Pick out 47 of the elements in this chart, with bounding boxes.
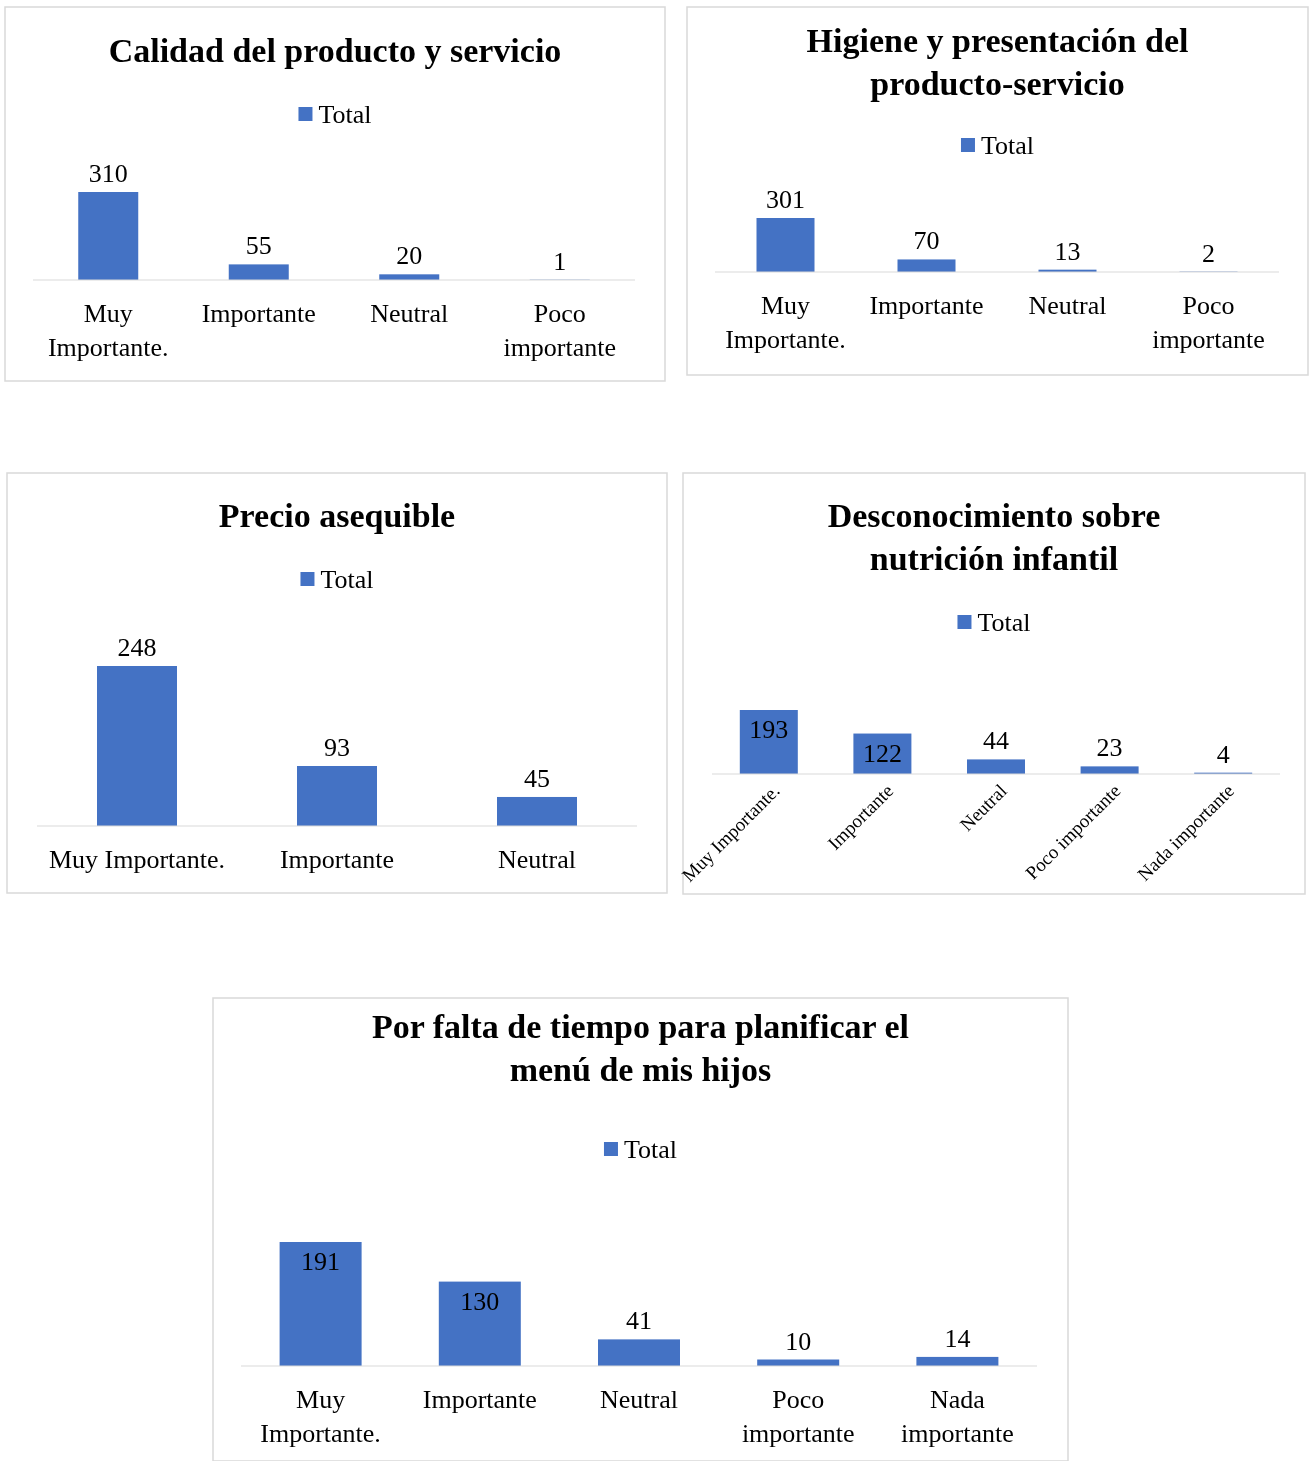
data-label: 13 <box>1054 236 1081 266</box>
x-tick-label: Importante <box>869 291 984 320</box>
chart-title: Higiene y presentación del producto-servicio <box>806 22 1189 102</box>
data-label: 45 <box>524 763 550 793</box>
data-label: 20 <box>396 241 423 271</box>
x-tick-label: Poco importante <box>503 299 617 362</box>
x-tick-label: Importante <box>422 1385 537 1414</box>
data-label: 130 <box>460 1286 500 1316</box>
data-label: 41 <box>626 1306 652 1336</box>
x-tick-label: Muy Importante. <box>48 845 226 874</box>
legend-label: Total <box>980 131 1035 160</box>
legend-label: Total <box>977 608 1031 637</box>
chart-title: Desconocimiento sobre nutrición infantil <box>827 497 1161 577</box>
x-tick-label: Neutral <box>1028 291 1107 320</box>
data-label: 70 <box>913 226 940 256</box>
data-label: 55 <box>245 231 272 261</box>
x-tick-label: Neutral <box>498 845 576 874</box>
data-label: 310 <box>88 159 128 188</box>
x-tick-label: Muy Importante. <box>47 299 169 362</box>
data-label: 14 <box>944 1323 971 1353</box>
chart-title: Por falta de tiempo para planificar el menú de mis hijos <box>371 1008 910 1088</box>
data-label: 1 <box>553 246 567 276</box>
data-label: 193 <box>749 715 789 744</box>
x-tick-label: Neutral <box>600 1385 678 1414</box>
data-label: 248 <box>117 633 157 662</box>
data-label: 122 <box>862 738 902 768</box>
x-tick-label: Muy Importante. <box>260 1385 381 1448</box>
data-label: 4 <box>1216 739 1230 769</box>
x-tick-label: Importante <box>201 299 316 328</box>
legend-label: Total <box>320 565 374 594</box>
data-label: 2 <box>1202 238 1215 268</box>
x-tick-label: Importante <box>279 845 395 874</box>
x-tick-label: Poco importante <box>741 1385 855 1448</box>
x-tick-label: Muy Importante. <box>725 291 846 354</box>
x-tick-label: Nada importante <box>901 1385 1014 1448</box>
chart-title: Calidad del producto y servicio <box>108 32 562 69</box>
x-tick-label: Poco importante <box>1152 291 1265 354</box>
data-label: 191 <box>301 1247 341 1276</box>
data-label: 301 <box>766 185 805 214</box>
legend-label: Total <box>623 1135 678 1164</box>
chart-title: Precio asequible <box>218 497 456 534</box>
data-label: 44 <box>983 726 1009 756</box>
legend-label: Total <box>318 100 372 129</box>
data-label: 23 <box>1096 733 1123 763</box>
data-label: 10 <box>785 1326 812 1356</box>
x-tick-label: Neutral <box>370 299 449 328</box>
data-label: 93 <box>324 733 350 762</box>
